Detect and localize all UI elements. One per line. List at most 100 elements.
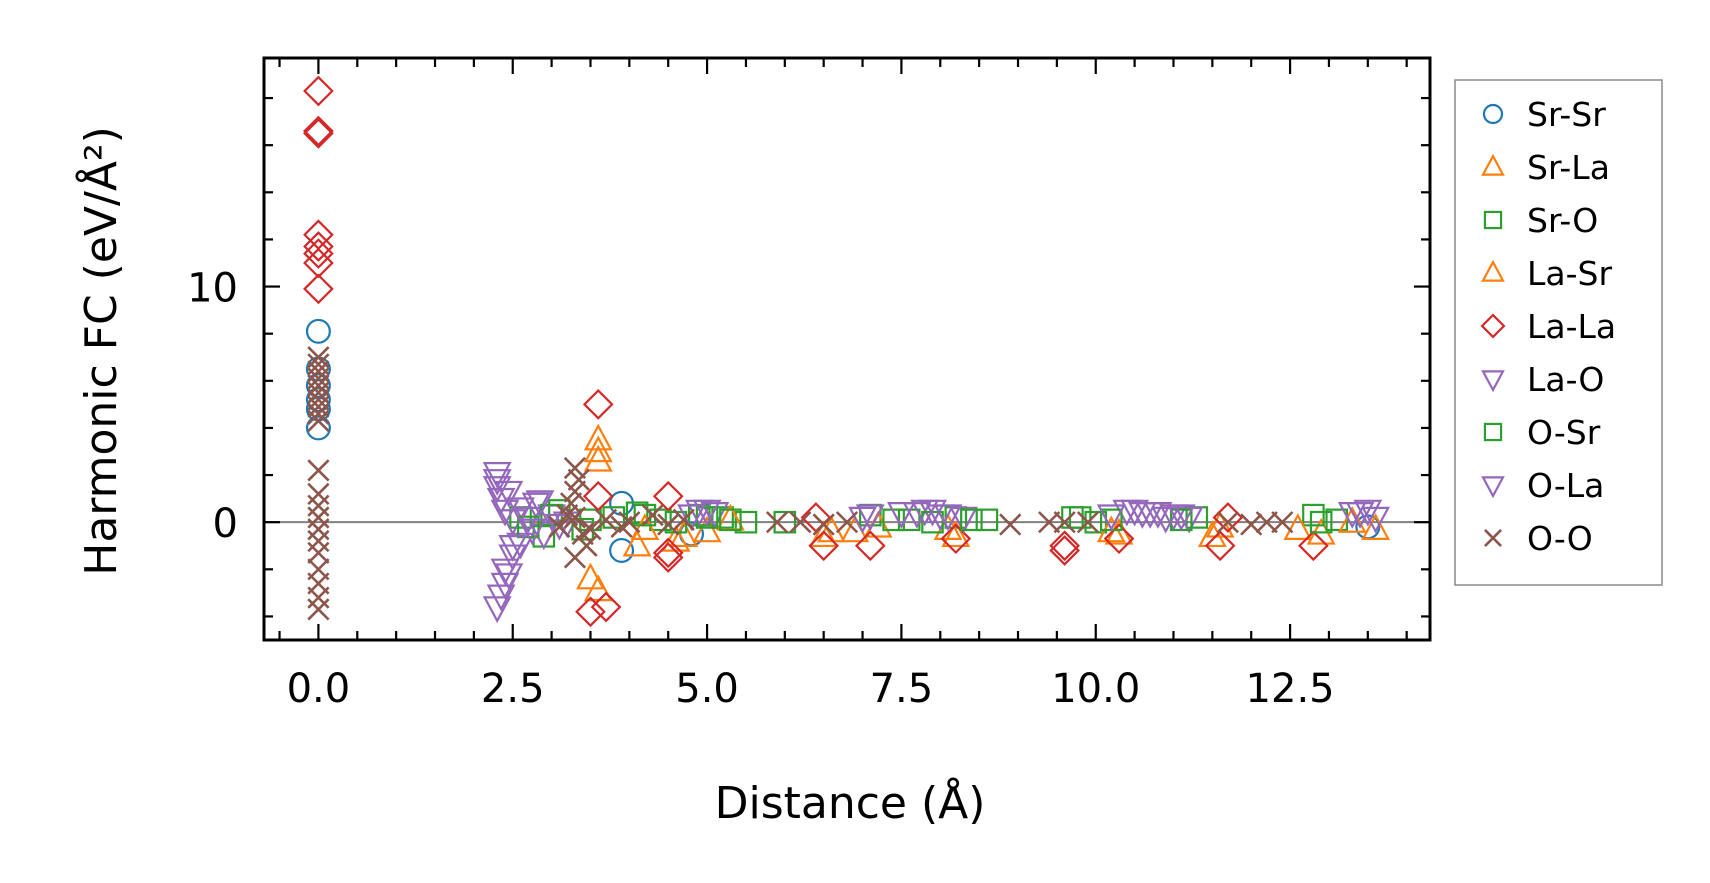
data-point (1302, 503, 1325, 527)
data-point (590, 591, 622, 623)
data-point (657, 513, 680, 536)
data-point (652, 480, 684, 512)
data-point (809, 520, 839, 548)
data-point (789, 511, 812, 534)
data-point (482, 462, 512, 489)
legend-item: La-Sr (1481, 254, 1612, 293)
data-point (940, 523, 972, 555)
legend-marker (1481, 153, 1505, 176)
legend-marker (1483, 210, 1503, 230)
legend-marker (1484, 529, 1502, 547)
data-point (303, 238, 334, 269)
data-point (303, 273, 334, 305)
data-point (567, 468, 590, 491)
data-point (949, 506, 979, 534)
data-point (835, 511, 859, 534)
data-point (1216, 511, 1240, 534)
data-point (583, 435, 613, 463)
data-point (886, 502, 916, 529)
data-point (999, 513, 1022, 536)
data-point (848, 506, 877, 534)
data-point (652, 542, 684, 573)
legend-marker (1481, 370, 1505, 393)
data-point (1120, 499, 1150, 527)
data-point (582, 480, 614, 512)
data-point (1174, 506, 1204, 534)
data-point (812, 513, 835, 536)
data-point (1204, 530, 1236, 562)
data-point (307, 494, 330, 517)
x-tick-label: 2.5 (481, 666, 545, 712)
data-point (494, 563, 524, 591)
data-point (641, 503, 664, 527)
data-point (307, 506, 330, 529)
data-point (571, 517, 595, 541)
legend-label: Sr-La (1527, 148, 1610, 187)
data-point (307, 402, 330, 425)
legend-label: La-La (1527, 307, 1616, 346)
y-tick-label: 10 (187, 266, 238, 312)
data-point (307, 586, 330, 609)
data-point (594, 508, 618, 531)
data-point (1166, 504, 1196, 532)
data-point (618, 511, 641, 534)
data-point (711, 506, 734, 529)
data-point (556, 503, 579, 527)
series-la-la (303, 75, 1329, 628)
legend-marker (1480, 313, 1506, 339)
plot-area (264, 75, 1430, 628)
data-point (575, 596, 606, 628)
data-point (307, 598, 330, 621)
data-point (583, 444, 613, 472)
x-axis-label: Distance (Å) (715, 776, 986, 829)
legend-label: O-O (1527, 519, 1593, 558)
legend-marker (1482, 103, 1504, 125)
data-point (307, 459, 330, 482)
data-point (303, 115, 334, 147)
legend-item: O-Sr (1483, 413, 1601, 452)
legend-item: La-O (1481, 360, 1604, 399)
data-point (609, 537, 635, 563)
x-tick-label: 10.0 (1051, 666, 1140, 712)
legend-item: Sr-Sr (1482, 95, 1606, 134)
data-point (1049, 530, 1081, 562)
data-point (305, 387, 331, 413)
data-point (808, 530, 840, 562)
x-tick-label: 12.5 (1246, 666, 1335, 712)
data-point (975, 508, 999, 532)
legend: Sr-Sr Sr-La Sr-O La-Sr La-La La-O O-Sr O-La O-O (1454, 79, 1663, 586)
data-point (494, 480, 524, 508)
data-point (1103, 523, 1135, 555)
data-point (303, 75, 334, 107)
data-point (303, 118, 334, 149)
data-point (305, 318, 331, 344)
legend-label: Sr-O (1527, 201, 1598, 240)
data-point (1361, 506, 1391, 534)
legend-marker (1483, 422, 1503, 442)
data-point (303, 219, 334, 251)
data-point (576, 562, 605, 590)
data-point (305, 415, 331, 441)
legend-label: La-O (1527, 360, 1604, 399)
legend-marker (1481, 259, 1505, 282)
data-point (307, 541, 330, 564)
data-point (525, 490, 555, 518)
data-point (933, 504, 963, 532)
data-point (910, 499, 940, 527)
data-point (582, 389, 614, 420)
data-point (773, 510, 797, 534)
data-point (622, 529, 652, 557)
legend-item: La-La (1480, 307, 1616, 346)
axis-tick-labels: 0.0 2.5 5.0 7.5 10.0 12.5 0 10 (187, 266, 1335, 712)
axis-ticks (262, 56, 1432, 642)
data-point (498, 535, 528, 562)
data-point (765, 511, 789, 534)
series-o-o (307, 346, 1294, 621)
data-point (1053, 511, 1076, 534)
legend-item: O-O (1484, 519, 1593, 558)
data-point (734, 510, 758, 534)
data-point (941, 520, 971, 548)
data-point (1337, 502, 1367, 529)
data-point (486, 584, 516, 612)
